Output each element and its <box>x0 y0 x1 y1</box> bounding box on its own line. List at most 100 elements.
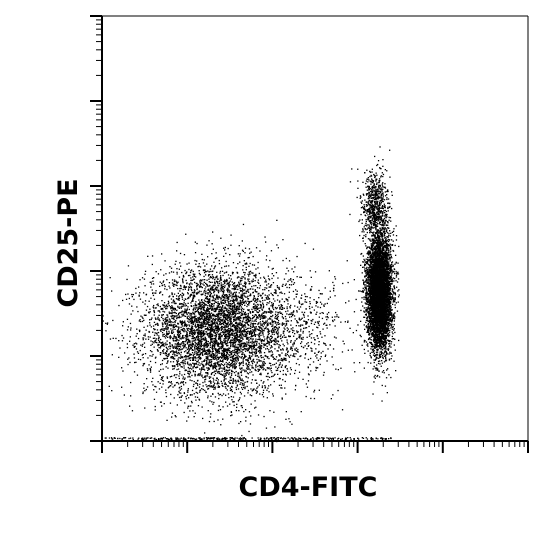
data-point <box>230 352 232 354</box>
data-point <box>173 352 175 354</box>
data-point <box>215 349 217 351</box>
data-point <box>246 385 248 388</box>
data-point <box>179 373 181 375</box>
data-point <box>239 304 242 307</box>
data-point <box>172 315 174 317</box>
data-point <box>225 280 228 282</box>
data-point <box>267 322 269 324</box>
data-point <box>205 346 207 348</box>
data-point <box>228 335 230 337</box>
data-point <box>263 321 265 324</box>
data-point <box>179 320 181 322</box>
data-point <box>278 286 280 289</box>
data-point <box>169 345 171 347</box>
data-point <box>197 328 199 330</box>
data-point <box>193 316 195 319</box>
data-point <box>232 316 234 319</box>
data-point <box>136 333 138 335</box>
data-point <box>159 329 162 331</box>
data-point <box>241 353 244 355</box>
data-point <box>162 318 164 320</box>
data-point <box>131 305 133 307</box>
data-point <box>233 358 235 360</box>
data-point <box>247 291 250 293</box>
data-point <box>185 356 187 358</box>
data-point <box>176 281 178 283</box>
data-point <box>271 371 273 374</box>
data-point <box>183 351 186 353</box>
data-point <box>182 378 184 380</box>
data-point <box>235 311 237 313</box>
data-point <box>203 313 205 315</box>
data-point <box>212 284 214 287</box>
data-point <box>254 355 257 357</box>
data-point <box>213 322 216 325</box>
data-point <box>159 285 161 287</box>
data-point <box>249 312 252 314</box>
data-point <box>225 335 227 338</box>
data-point <box>252 335 254 337</box>
data-point <box>233 302 235 304</box>
data-point <box>162 323 164 325</box>
data-point <box>157 310 159 312</box>
data-point <box>270 355 272 357</box>
data-point <box>252 317 254 319</box>
data-point <box>252 299 254 301</box>
data-point <box>208 351 210 354</box>
data-point <box>239 253 241 255</box>
data-point <box>263 317 265 319</box>
data-point <box>204 359 206 361</box>
data-point <box>250 334 253 336</box>
data-point <box>196 344 199 346</box>
data-point <box>302 336 304 339</box>
data-point <box>204 341 207 344</box>
data-point <box>196 329 198 331</box>
data-point <box>217 284 219 286</box>
data-point <box>250 333 253 335</box>
data-point <box>227 304 229 306</box>
data-point <box>192 367 194 369</box>
data-point <box>231 341 233 344</box>
data-point <box>301 341 303 343</box>
data-point <box>259 344 261 346</box>
data-point <box>217 356 219 358</box>
data-point <box>287 280 289 283</box>
data-point <box>234 351 236 353</box>
data-point <box>186 348 189 351</box>
data-point <box>206 349 208 351</box>
data-point <box>210 303 213 305</box>
data-point <box>217 385 220 387</box>
data-point <box>209 355 211 357</box>
data-point <box>166 324 168 326</box>
data-point <box>198 327 200 329</box>
data-point <box>142 353 144 355</box>
data-point <box>161 377 163 379</box>
data-point <box>203 299 206 301</box>
data-point <box>254 307 257 309</box>
data-point <box>208 271 210 273</box>
data-point <box>249 347 251 349</box>
data-point <box>222 368 224 370</box>
data-point <box>194 356 196 358</box>
data-point <box>239 378 241 380</box>
data-point <box>162 344 164 346</box>
data-point <box>233 299 235 301</box>
data-point <box>192 297 195 299</box>
data-point <box>227 323 229 325</box>
data-point <box>252 345 255 347</box>
data-point <box>149 281 151 283</box>
data-point <box>224 336 226 338</box>
data-point <box>222 352 225 354</box>
data-point <box>240 297 243 299</box>
data-point <box>232 292 235 294</box>
data-point <box>234 342 236 344</box>
data-point <box>199 324 202 326</box>
data-point <box>268 391 270 393</box>
data-point <box>199 318 201 320</box>
data-point <box>118 340 120 342</box>
data-point <box>163 403 165 405</box>
data-point <box>172 308 175 310</box>
data-point <box>230 317 232 319</box>
data-point <box>143 387 145 389</box>
data-point <box>259 368 261 371</box>
